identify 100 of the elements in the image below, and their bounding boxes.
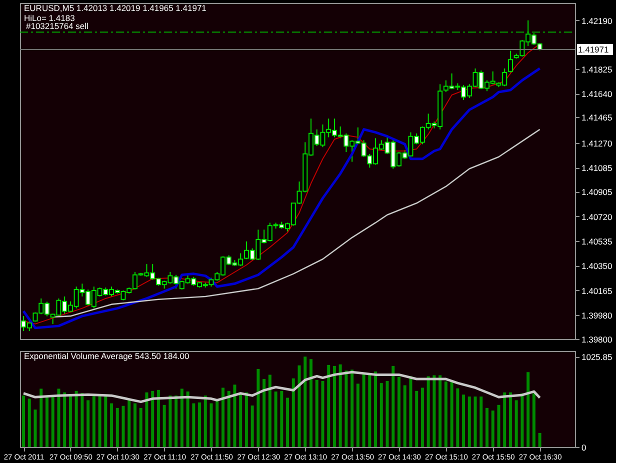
- bar: [280, 390, 284, 447]
- annotation: HiLo= 1.4183: [24, 13, 76, 23]
- bar: [508, 392, 512, 447]
- y-tick-label: 1.40350: [582, 261, 612, 272]
- bar: [262, 379, 266, 447]
- bar: [80, 393, 84, 447]
- bar: [444, 382, 448, 447]
- bar: [256, 369, 260, 447]
- bar: [380, 383, 383, 447]
- bar: [450, 382, 454, 447]
- bar: [28, 398, 31, 447]
- bar: [397, 376, 400, 447]
- y-tick-label: 1.41640: [582, 89, 612, 100]
- bar: [432, 375, 436, 447]
- bar: [156, 390, 160, 447]
- y-tick-label: 1.39980: [582, 310, 612, 320]
- bar: [426, 376, 430, 447]
- bar: [204, 396, 207, 447]
- bar: [92, 396, 96, 447]
- bar: [186, 392, 190, 447]
- y-tick-label: 1.40535: [582, 236, 612, 246]
- bar: [250, 406, 254, 447]
- y-tick-label: 0: [582, 442, 586, 452]
- bar: [239, 393, 242, 447]
- y-tick-label: 1.42190: [582, 16, 612, 26]
- bar: [474, 396, 477, 447]
- bar: [151, 390, 154, 447]
- bar: [221, 388, 224, 447]
- bar: [192, 403, 196, 447]
- bar: [356, 384, 360, 447]
- bar: [68, 396, 72, 447]
- y-tick-label: 1.39800: [582, 334, 612, 344]
- bar: [45, 396, 48, 447]
- bar: [98, 396, 102, 447]
- bar: [491, 410, 494, 447]
- bar: [503, 392, 506, 447]
- bar: [40, 388, 43, 447]
- bar: [139, 408, 142, 447]
- bar: [292, 378, 295, 447]
- bar: [332, 366, 336, 447]
- ref-line-label: 1.41971: [578, 44, 609, 55]
- bar: [174, 396, 178, 447]
- bar: [344, 370, 348, 447]
- bar: [57, 388, 60, 447]
- bar: [268, 374, 272, 447]
- bar: [409, 376, 412, 447]
- ref-line-label: #103215764 sell: [26, 21, 88, 32]
- bar: [22, 396, 26, 447]
- bar: [438, 375, 442, 447]
- bar: [233, 384, 236, 447]
- bar: [403, 385, 406, 447]
- y-tick-label: 1025.85: [582, 352, 612, 362]
- bar: [304, 356, 307, 447]
- bar: [216, 400, 219, 447]
- bar: [538, 432, 542, 447]
- bar: [34, 410, 37, 447]
- bar: [122, 406, 125, 447]
- bar: [497, 404, 500, 447]
- bar: [128, 398, 131, 447]
- bar: [51, 396, 54, 447]
- bar: [274, 392, 278, 447]
- bar: [198, 402, 202, 447]
- line-series: [22, 370, 542, 404]
- bar: [244, 392, 248, 447]
- chart-title: Exponential Volume Average 543.50 184.00: [24, 351, 190, 361]
- y-tick-label: 1.40720: [582, 212, 612, 222]
- y-tick-label: 1.41085: [582, 163, 612, 174]
- bar: [456, 388, 460, 447]
- bar: [386, 380, 389, 447]
- y-tick-label: 1.41825: [582, 64, 612, 74]
- bar: [110, 403, 114, 447]
- bar: [420, 388, 424, 447]
- bar: [480, 396, 483, 447]
- bar: [315, 380, 318, 447]
- bar: [468, 396, 471, 447]
- chart-title: EURUSD,M5 1.42013 1.42019 1.41965 1.41971: [24, 3, 207, 13]
- bar: [227, 390, 230, 447]
- bar: [374, 372, 378, 447]
- bar: [162, 404, 166, 447]
- y-tick-label: 1.40905: [582, 187, 612, 198]
- bar: [116, 408, 119, 447]
- bar: [210, 403, 213, 447]
- y-tick-label: 1.41465: [582, 112, 612, 122]
- bar: [526, 372, 530, 447]
- bar: [415, 390, 418, 447]
- bar: [532, 393, 536, 447]
- bar: [63, 392, 66, 447]
- y-tick-label: 1.41270: [582, 138, 612, 148]
- bar: [514, 400, 518, 447]
- bar: [286, 398, 290, 447]
- bar: [74, 390, 78, 447]
- bar: [168, 396, 172, 447]
- bar: [338, 364, 342, 447]
- bar: [180, 388, 184, 447]
- bar: [368, 374, 372, 447]
- bar: [104, 396, 108, 447]
- bar: [520, 393, 524, 447]
- bar: [350, 370, 354, 447]
- bar: [298, 365, 301, 447]
- bar: [362, 374, 366, 447]
